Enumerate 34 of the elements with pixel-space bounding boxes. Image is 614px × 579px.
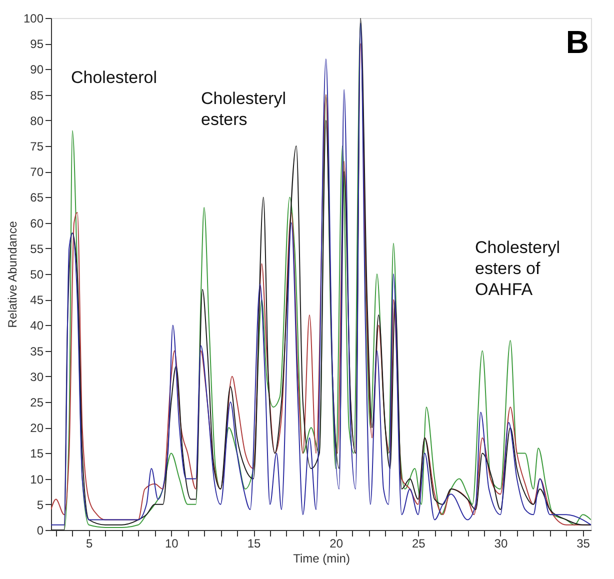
y-tick-label: 70 <box>30 165 44 180</box>
y-axis-title: Relative Abundance <box>5 220 20 328</box>
x-tick-label: 10 <box>165 536 179 550</box>
annotation: Cholesterol <box>71 68 157 87</box>
y-tick-label: 50 <box>30 268 44 282</box>
y-tick-label: 5 <box>36 498 44 512</box>
y-tick-label: 90 <box>30 62 44 77</box>
annotation: Cholesteryl esters <box>201 89 286 129</box>
x-axis-title: Time (min) <box>293 552 350 566</box>
y-tick-label: 15 <box>30 446 44 461</box>
y-tick-label: 65 <box>30 190 44 205</box>
y-tick-label: 35 <box>30 344 44 358</box>
y-tick-label: 30 <box>30 370 44 384</box>
x-tick-label: 15 <box>247 536 261 550</box>
y-tick-label: 80 <box>30 114 44 128</box>
y-tick-label: 45 <box>30 293 44 308</box>
y-tick-label: 25 <box>30 396 44 410</box>
y-tick-label: 55 <box>30 242 44 256</box>
y-tick-label: 0 <box>36 524 44 538</box>
y-tick-label: 75 <box>30 140 44 154</box>
x-tick-label: 35 <box>576 536 590 550</box>
y-tick-label: 60 <box>30 216 44 230</box>
annotation: B <box>566 24 589 60</box>
y-tick-label: 100 <box>23 12 44 26</box>
y-tick-label: 85 <box>30 88 44 102</box>
x-tick-label: 25 <box>412 536 426 550</box>
x-tick-label: 20 <box>330 536 344 550</box>
y-tick-label: 40 <box>30 318 44 333</box>
annotation: Cholesteryl esters of OAHFA <box>475 238 560 299</box>
y-tick-label: 10 <box>30 472 44 486</box>
x-tick-label: 30 <box>494 536 508 550</box>
y-tick-label: 95 <box>30 37 44 52</box>
y-tick-label: 20 <box>30 421 44 436</box>
x-tick-label: 5 <box>86 536 94 550</box>
